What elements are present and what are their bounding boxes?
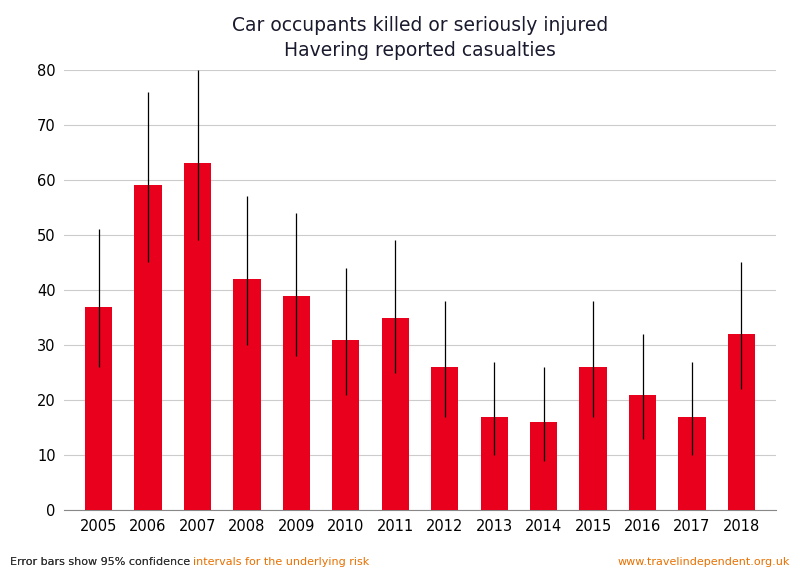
Bar: [579, 367, 606, 510]
Text: Error bars show 95% confidence: Error bars show 95% confidence: [10, 557, 194, 567]
Text: intervals for the underlying risk: intervals for the underlying risk: [194, 557, 370, 567]
Bar: [431, 367, 458, 510]
Bar: [481, 416, 508, 510]
Text: www.travelindependent.org.uk: www.travelindependent.org.uk: [618, 557, 790, 567]
Bar: [332, 340, 359, 510]
Bar: [282, 296, 310, 510]
Bar: [234, 279, 261, 510]
Bar: [85, 306, 112, 510]
Text: Error bars show 95% confidence: Error bars show 95% confidence: [10, 557, 194, 567]
Title: Car occupants killed or seriously injured
Havering reported casualties: Car occupants killed or seriously injure…: [232, 16, 608, 60]
Bar: [678, 416, 706, 510]
Bar: [629, 394, 656, 510]
Bar: [134, 186, 162, 510]
Bar: [530, 422, 558, 510]
Bar: [184, 164, 211, 510]
Bar: [728, 334, 755, 510]
Bar: [382, 318, 409, 510]
